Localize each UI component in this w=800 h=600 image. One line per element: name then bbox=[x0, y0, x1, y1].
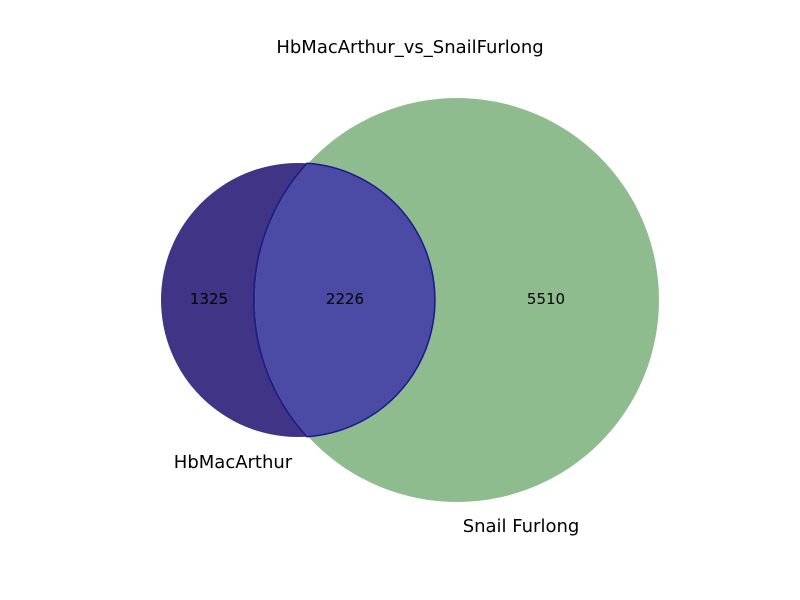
intersection-count: 2226 bbox=[326, 290, 364, 308]
diagram-title: HbMacArthur_vs_SnailFurlong bbox=[276, 37, 543, 58]
intersection-outline bbox=[252, 162, 436, 438]
snail-furlong-label: Snail Furlong bbox=[463, 516, 580, 537]
intersection-region bbox=[255, 163, 435, 437]
hbmacarthur-label: HbMacArthur bbox=[174, 452, 293, 473]
snail-furlong-only-count: 5510 bbox=[527, 290, 565, 308]
hbmacarthur-only-count: 1325 bbox=[190, 290, 228, 308]
